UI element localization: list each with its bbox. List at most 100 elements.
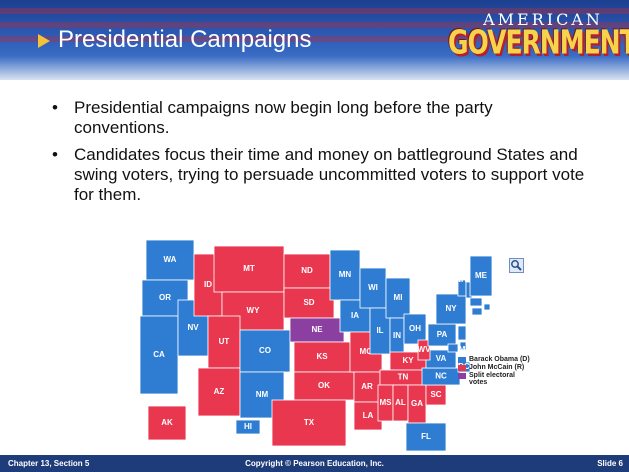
- state: [207, 315, 241, 369]
- state: [197, 367, 241, 417]
- state-label: UT: [219, 337, 230, 346]
- map-legend: Barack Obama (D) John McCain (R) Split ele…: [458, 356, 530, 387]
- state: [403, 313, 427, 345]
- state-label: OR: [159, 293, 171, 302]
- state-label: NJ: [467, 328, 477, 337]
- footer-left: Chapter 13, Section 5: [8, 459, 90, 468]
- state-label: CO: [259, 346, 271, 355]
- bullet: Candidates focus their time and money on…: [52, 145, 592, 205]
- state: [469, 297, 483, 307]
- state-label: SD: [303, 298, 314, 307]
- bullet-list: Presidential campaigns now begin long be…: [52, 98, 592, 212]
- legend-swatch: [458, 373, 466, 379]
- state: [329, 249, 361, 301]
- stripe: [0, 36, 629, 42]
- state-label: DE: [467, 341, 479, 350]
- footer: Chapter 13, Section 5 Copyright © Pearso…: [0, 455, 629, 472]
- bullet: Presidential campaigns now begin long be…: [52, 98, 592, 138]
- state-label: MA: [482, 297, 495, 306]
- state-label: NH: [455, 275, 467, 284]
- state-label: ID: [204, 280, 212, 289]
- legend-swatch: [458, 357, 466, 363]
- state: [483, 303, 491, 311]
- zoom-icon[interactable]: [509, 258, 524, 273]
- state-label: ME: [475, 271, 488, 280]
- legend-label: Split electoral votes: [469, 372, 515, 386]
- state: [459, 341, 467, 351]
- state: [271, 399, 347, 447]
- state-label: WV: [418, 345, 432, 354]
- legend-swatch: [458, 365, 466, 371]
- state-label: AK: [161, 418, 173, 427]
- stripe: [0, 8, 629, 14]
- state-label: MT: [243, 264, 255, 273]
- state-label: AL: [395, 398, 406, 407]
- state-label: NM: [256, 390, 269, 399]
- state-label: FL: [421, 432, 431, 441]
- state: [457, 325, 467, 341]
- legend-label: John McCain (R): [469, 364, 525, 371]
- legend-label: Barack Obama (D): [469, 356, 530, 363]
- logo-bottom: GOVERNMENT: [448, 23, 629, 62]
- state-label: NE: [311, 325, 323, 334]
- title-arrow: [38, 34, 50, 48]
- state-label: SC: [430, 390, 441, 399]
- state-label: CA: [153, 350, 165, 359]
- state: [469, 255, 493, 297]
- state: [435, 293, 467, 325]
- state-label: WY: [247, 306, 261, 315]
- state: [147, 405, 187, 441]
- stripe: [0, 22, 629, 28]
- us-map: WA OR CA NV ID MT WY UT AZ CO NM ND SD NE KS OK TX MN IA MO…: [139, 239, 495, 452]
- state-label: MO: [360, 347, 373, 356]
- zoom-glyph: [511, 260, 522, 271]
- state: [235, 419, 261, 435]
- state-label: TX: [304, 418, 315, 427]
- state-label: IA: [351, 311, 359, 320]
- state: [417, 339, 431, 361]
- state: [405, 422, 447, 452]
- footer-center: Copyright © Pearson Education, Inc.: [245, 459, 384, 468]
- state: [283, 287, 335, 319]
- state: [339, 299, 371, 333]
- state-label: MI: [394, 293, 403, 302]
- state: [471, 307, 483, 316]
- state-label: ND: [301, 266, 313, 275]
- state-label: NV: [187, 323, 199, 332]
- state-label: MS: [380, 398, 393, 407]
- state: [447, 343, 459, 353]
- state-label: KY: [402, 356, 414, 365]
- state: [213, 245, 285, 293]
- state: [353, 371, 381, 403]
- state-label: AR: [361, 382, 373, 391]
- state-label: MD: [459, 345, 472, 354]
- state: [139, 315, 179, 395]
- state-label: WA: [164, 255, 177, 264]
- state-label: KS: [316, 352, 328, 361]
- state-label: GA: [411, 399, 423, 408]
- slide-title: Presidential Campaigns: [58, 26, 312, 53]
- legend-entry: John McCain (R): [458, 364, 530, 371]
- state: [239, 329, 291, 373]
- state-label: OK: [318, 381, 330, 390]
- state-label: NC: [435, 372, 447, 381]
- state-label: AZ: [214, 387, 225, 396]
- state-label: MN: [339, 270, 352, 279]
- state-label: VA: [436, 354, 447, 363]
- state-label: NY: [445, 304, 457, 313]
- state-label: WI: [368, 283, 378, 292]
- state-label: OH: [409, 324, 421, 333]
- footer-right: Slide 6: [597, 459, 623, 468]
- state-label: IL: [376, 326, 383, 335]
- state-label: HI: [244, 422, 252, 431]
- state-label: VT: [447, 277, 457, 286]
- state: [385, 277, 411, 319]
- state: [293, 371, 355, 401]
- state-label: PA: [437, 330, 448, 339]
- state-label: CT: [482, 311, 493, 320]
- state: [283, 253, 331, 289]
- legend-entry: Split electoral votes: [458, 372, 530, 386]
- state-label: IN: [393, 331, 401, 340]
- logo-top: AMERICAN: [483, 10, 603, 29]
